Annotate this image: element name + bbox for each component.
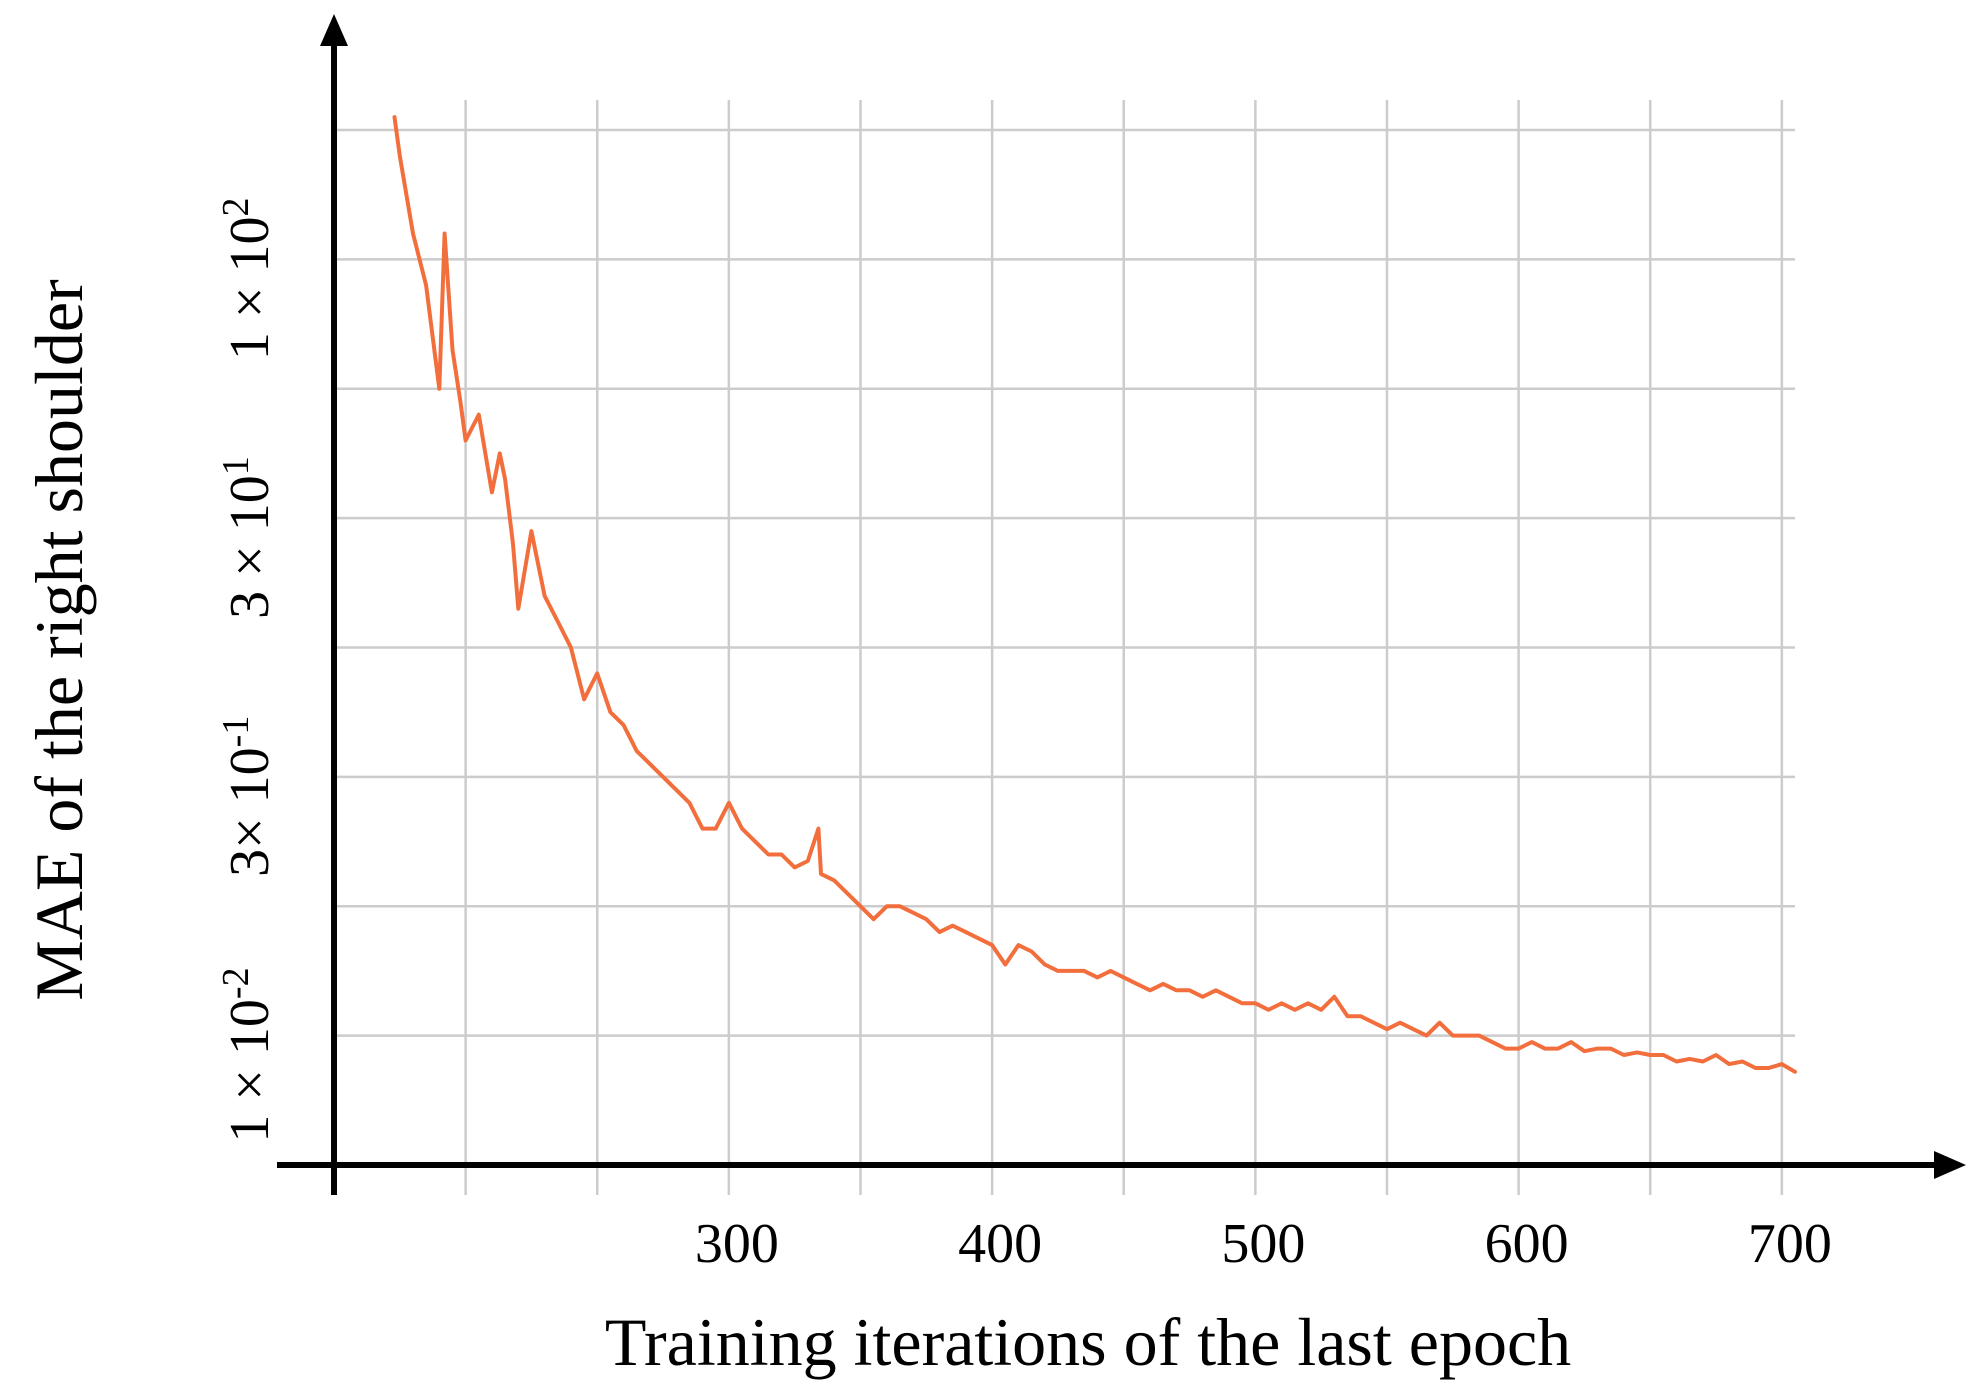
x-tick-label: 600 <box>1485 1213 1569 1275</box>
y-axis-arrow <box>320 14 348 46</box>
y-tick-label: 1 × 102 <box>215 197 281 360</box>
y-axis-title: MAE of the right shoulder <box>21 279 97 1001</box>
x-tick-label: 700 <box>1748 1213 1832 1275</box>
x-tick-labels: 300 400 500 600 700 <box>695 1213 1832 1275</box>
series-layer <box>392 115 1797 1074</box>
y-tick-label: 1 × 10-2 <box>215 967 281 1142</box>
x-axis-title: Training iterations of the last epoch <box>605 1304 1571 1380</box>
series-line-0 <box>392 115 1797 1074</box>
x-tick-label: 400 <box>958 1213 1042 1275</box>
x-axis-arrow <box>1934 1151 1966 1179</box>
y-tick-labels: 1 × 10-2 3× 10-1 3 × 101 1 × 102 <box>215 197 281 1142</box>
x-tick-label: 300 <box>695 1213 779 1275</box>
axes <box>277 14 1966 1195</box>
y-tick-label: 3 × 101 <box>215 456 281 619</box>
grid <box>334 100 1795 1195</box>
x-tick-label: 500 <box>1221 1213 1305 1275</box>
y-tick-label: 3× 10-1 <box>215 716 281 877</box>
